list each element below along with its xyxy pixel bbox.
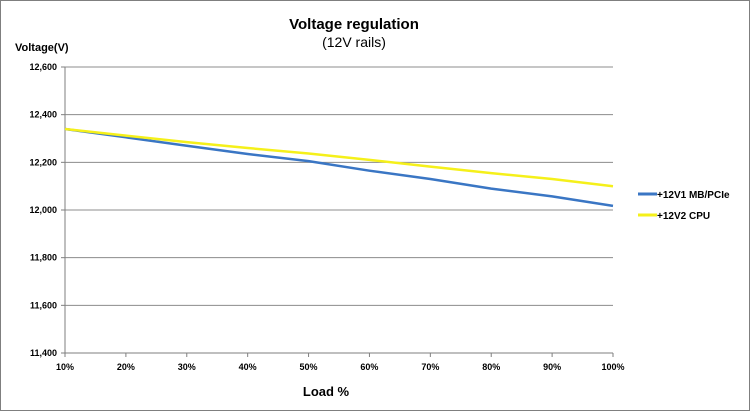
legend: +12V1 MB/PCIe +12V2 CPU xyxy=(638,190,730,222)
series-lines xyxy=(64,127,614,208)
gridlines xyxy=(61,66,614,357)
x-tick-label: 50% xyxy=(300,362,318,372)
x-tick-label: 40% xyxy=(239,362,257,372)
chart-title: Voltage regulation xyxy=(289,16,419,33)
y-tick-label: 11,800 xyxy=(30,253,57,263)
chart-subtitle: (12V rails) xyxy=(322,34,386,50)
y-tick-label: 12,400 xyxy=(29,110,57,120)
y-tick-label: 12,000 xyxy=(29,205,57,215)
x-tick-label: 90% xyxy=(543,362,561,372)
series-line-1 xyxy=(64,127,614,208)
y-tick-label: 12,200 xyxy=(29,157,57,167)
x-tick-labels: 10% 20% 30% 40% 50% 60% 70% 80% 90% 100% xyxy=(56,362,625,372)
x-tick-label: 70% xyxy=(421,362,439,372)
y-axis-title: Voltage(V) xyxy=(15,42,69,54)
x-tick-label: 80% xyxy=(482,362,500,372)
x-tick-label: 100% xyxy=(601,362,624,372)
legend-label-2: +12V2 CPU xyxy=(657,211,710,222)
x-axis-title: Load % xyxy=(303,384,350,399)
series-line-2 xyxy=(64,127,614,188)
y-tick-label: 11,600 xyxy=(30,300,57,310)
x-tick-label: 20% xyxy=(117,362,135,372)
x-tick-label: 30% xyxy=(178,362,196,372)
y-tick-label: 12,600 xyxy=(29,62,57,72)
y-tick-label: 11,400 xyxy=(30,348,57,358)
y-tick-labels: 11,400 11,600 11,800 12,000 12,200 12,400 12,6… xyxy=(29,62,57,358)
x-tick-label: 60% xyxy=(360,362,378,372)
x-tick-label: 10% xyxy=(56,362,74,372)
legend-label-1: +12V1 MB/PCIe xyxy=(657,190,730,201)
